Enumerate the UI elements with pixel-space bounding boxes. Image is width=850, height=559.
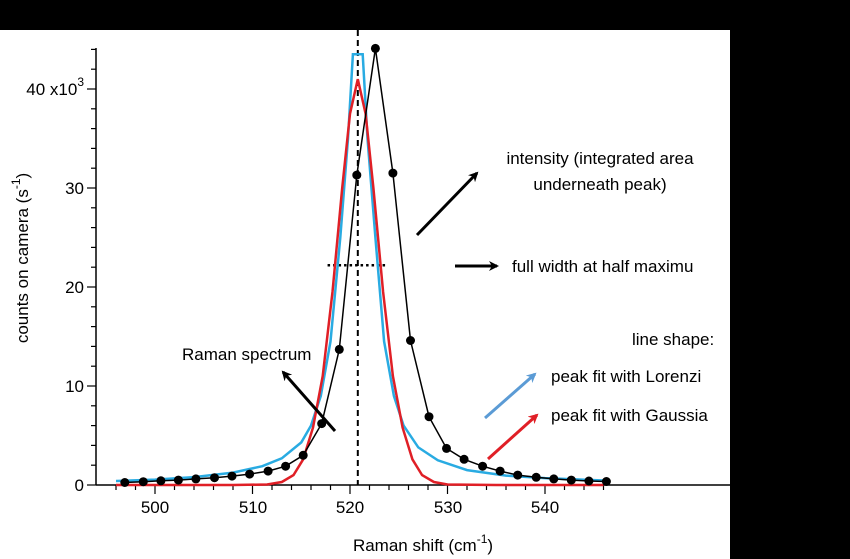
raman-data-point <box>478 461 488 471</box>
x-tick-label-530: 530 <box>434 498 462 517</box>
raman-data-point <box>191 474 201 484</box>
raman-data-point <box>245 469 255 479</box>
raman-spectrum-annotation: Raman spectrum <box>182 345 311 364</box>
raman-data-point <box>263 466 273 476</box>
y-tick-label-30: 30 <box>65 179 84 198</box>
raman-spectrum-arrow <box>281 370 337 432</box>
y-axis-title: counts on camera (s-1) <box>9 173 32 343</box>
raman-data-point <box>298 450 308 460</box>
fwhm-annotation: full width at half maximu <box>512 257 693 276</box>
raman-data-point <box>442 443 451 453</box>
x-tick-label-510: 510 <box>239 498 267 517</box>
raman-data-point <box>549 474 559 484</box>
x-axis-title: Raman shift (cm-1) <box>353 532 493 555</box>
raman-data-point <box>459 454 469 464</box>
y-tick-label-40: 40 x103 <box>26 75 84 99</box>
raman-data-point <box>566 475 576 485</box>
raman-data-point <box>173 475 183 485</box>
lorentzian-fit-line <box>115 53 604 483</box>
raman-data-point <box>424 412 434 422</box>
gaussian-fit-line <box>116 78 604 487</box>
raman-data-point <box>120 478 130 487</box>
raman-data-point <box>156 476 166 486</box>
raman-data-point <box>317 419 327 429</box>
gauss-arrow <box>486 413 539 461</box>
raman-data-point <box>406 336 415 345</box>
raman-data-point <box>352 170 362 180</box>
raman-data-point <box>388 168 398 178</box>
raman-data-point <box>584 476 594 486</box>
raman-data-point <box>138 477 148 487</box>
x-tick-label-540: 540 <box>531 498 559 517</box>
right-black-panel <box>730 0 850 559</box>
raman-data-point <box>210 473 219 483</box>
raman-data-point <box>334 344 344 354</box>
y-tick-label-0: 0 <box>75 476 84 495</box>
y-scale-exponent: 3 <box>77 75 84 89</box>
x-tick-label-520: 520 <box>336 498 364 517</box>
raman-spectrum-points <box>120 43 611 487</box>
gauss-annotation: peak fit with Gaussia <box>551 406 708 425</box>
y-tick-label-20: 20 <box>65 278 84 297</box>
raman-data-point <box>370 43 380 53</box>
raman-data-point <box>513 470 523 480</box>
raman-spectrum-line <box>124 48 607 484</box>
raman-data-point <box>227 471 237 481</box>
intensity-annotation-line2: underneath peak) <box>533 175 666 194</box>
raman-data-point <box>601 477 611 486</box>
lorentz-annotation: peak fit with Lorenzi <box>551 367 701 386</box>
raman-data-point <box>281 461 291 471</box>
raman-data-point <box>495 466 505 476</box>
intensity-annotation-line1: intensity (integrated area <box>506 149 694 168</box>
x-tick-label-500: 500 <box>141 498 169 517</box>
line-shape-annotation: line shape: <box>632 330 714 349</box>
intensity-arrow <box>415 171 479 237</box>
lorentz-arrow <box>484 372 537 420</box>
y-tick-label-10: 10 <box>65 377 84 396</box>
raman-data-point <box>531 472 541 482</box>
top-black-band <box>0 0 850 30</box>
